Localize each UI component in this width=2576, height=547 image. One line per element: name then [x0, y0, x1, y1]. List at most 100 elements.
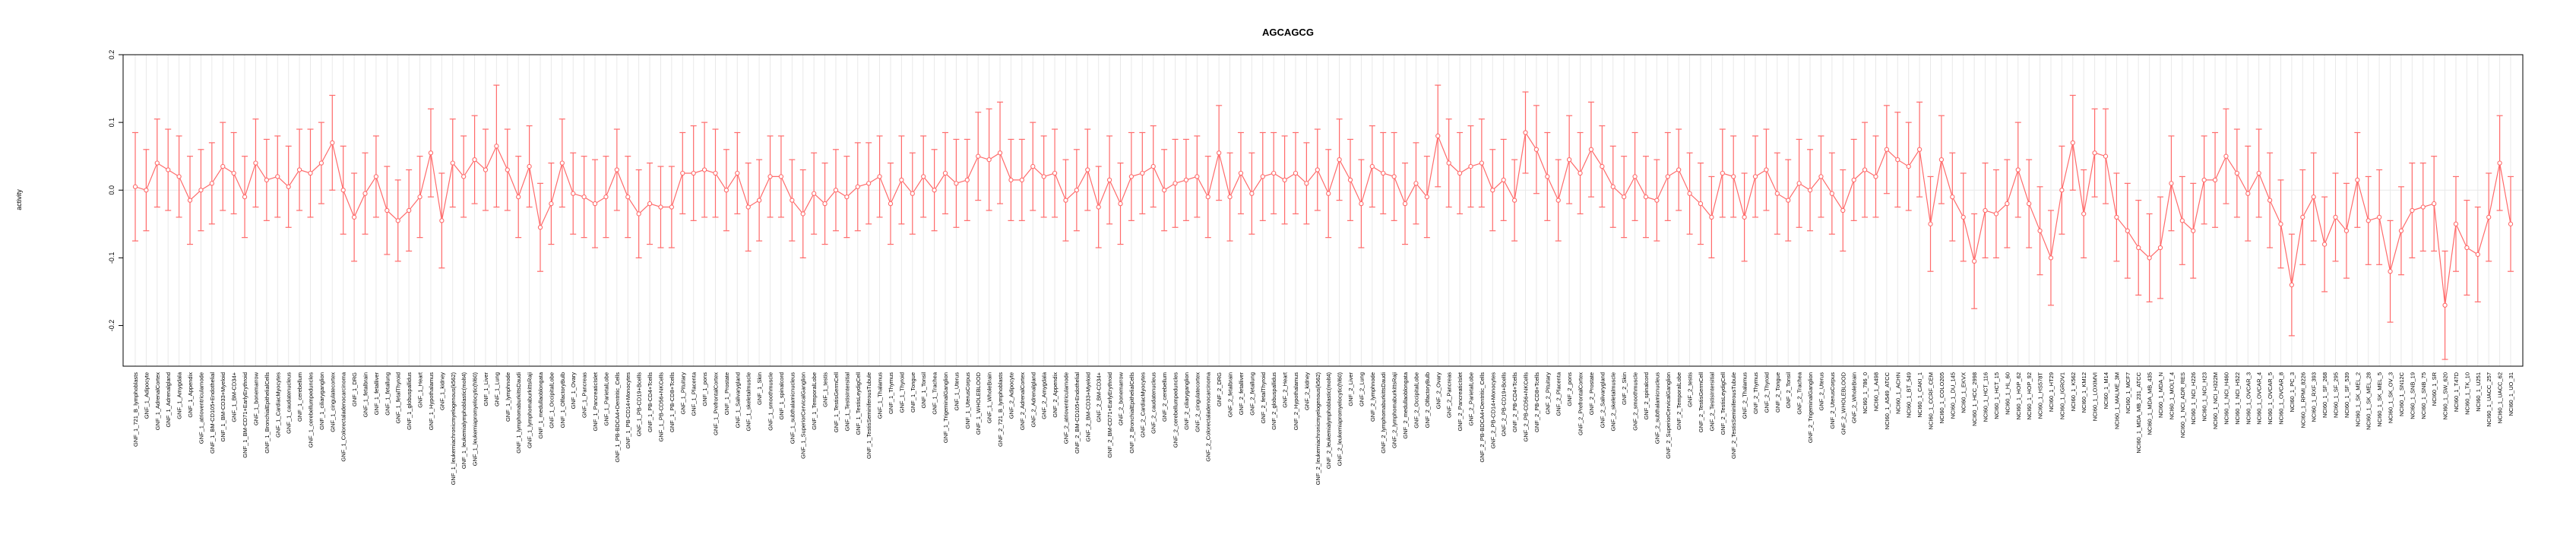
- x-tick-label: GNF_1_Placenta: [691, 372, 698, 416]
- data-point: [1884, 147, 1890, 152]
- x-tick-label: GNF_2_PrefrontalCortex: [1578, 372, 1584, 435]
- x-tick-label: GNF_2_testis: [1687, 372, 1694, 407]
- data-point: [1654, 198, 1660, 203]
- data-point: [1008, 177, 1014, 183]
- x-tick-label: GNF_1_UterusCorpus: [964, 372, 971, 429]
- x-tick-label: NCI60_1_SK_OV_3: [2388, 372, 2394, 423]
- x-tick-label: NCI60_1_OVCAR_4: [2256, 372, 2263, 425]
- data-point: [2432, 201, 2437, 207]
- x-axis-labels: GNF_1_721_B_lymphoblasts GNF_1_Adipocyte G…: [132, 372, 2514, 485]
- x-tick-label: GNF_1_Appendix: [187, 372, 194, 418]
- x-tick-label: GNF_2_fetalliver: [1238, 372, 1245, 416]
- data-point: [483, 167, 489, 172]
- x-tick-label: GNF_1_OlfactoryBulb: [559, 372, 566, 428]
- data-point: [2179, 218, 2185, 223]
- x-tick-label: GNF_2_leukemiachronicmyelogenous(k562): [1315, 372, 1321, 485]
- x-tick-label: NCI60_1_IGROV1: [2059, 372, 2065, 419]
- data-point: [1304, 181, 1309, 186]
- data-point: [833, 188, 839, 193]
- x-tick-label: GNF_2_PB-BDCA4+Dentritic_Cells: [1479, 372, 1486, 463]
- x-tick-label: GNF_1_Heart: [417, 372, 424, 408]
- data-point: [1096, 204, 1101, 210]
- x-tick-label: GNF_2_lymphomaburkittsDaudi: [1380, 372, 1387, 454]
- x-tick-label: NCI60_1_SF_295: [2333, 372, 2340, 418]
- x-tick-label: GNF_2_Pancreas: [1446, 372, 1453, 418]
- data-point: [1468, 163, 1473, 169]
- x-tick-label: GNF_2_DRG: [1216, 372, 1223, 406]
- data-point: [1118, 201, 1123, 207]
- data-point: [636, 211, 641, 217]
- data-point: [2027, 201, 2032, 207]
- plot-frame: [122, 54, 2524, 367]
- x-tick-label: GNF_1_lymphomaburkittsDaudi: [515, 372, 522, 454]
- x-tick-label: GNF_1_ciliaryganglion: [318, 372, 325, 430]
- x-tick-label: NCI60_1_SF_539: [2343, 372, 2350, 418]
- data-point: [745, 204, 751, 210]
- data-point: [1019, 177, 1024, 183]
- x-tick-label: NCI60_1_NCI_H322M: [2212, 372, 2219, 429]
- x-tick-label: GNF_1_Thymus: [888, 372, 894, 414]
- x-tick-label: GNF_2_Hypothalamus: [1293, 372, 1299, 431]
- x-tick-label: NCI60_1_U251: [2475, 372, 2482, 412]
- data-point: [275, 174, 280, 179]
- data-point: [406, 207, 412, 213]
- data-point: [1851, 177, 1856, 183]
- data-point: [505, 167, 510, 172]
- x-tick-label: NCI60_1_LOXIMVI: [2092, 372, 2099, 421]
- x-tick-label: GNF_1_skeletalmuscle: [745, 372, 752, 432]
- data-point: [2289, 282, 2295, 288]
- data-point: [2092, 150, 2097, 156]
- x-tick-label: GNF_1_Lung: [493, 372, 500, 406]
- x-tick-label: NCI60_1_HS578T: [2037, 372, 2044, 419]
- data-point: [2453, 221, 2459, 226]
- data-point: [1249, 191, 1255, 196]
- x-tick-label: NCI60_1_K562: [2070, 372, 2077, 411]
- x-tick-label: GNF_2_pons: [1566, 372, 1573, 406]
- x-tick-label: GNF_1_fetalliver: [373, 372, 380, 416]
- x-tick-label: GNF_1_DRG: [351, 372, 358, 406]
- data-point: [1391, 174, 1397, 179]
- x-tick-label: NCI60_1_SK_MEL_5: [2376, 372, 2383, 427]
- data-point: [1588, 147, 1594, 152]
- x-tick-label: GNF_2_TestisIntersitial: [1708, 372, 1715, 432]
- x-tick-label: GNF_1_TrigeminalGanglion: [942, 372, 949, 443]
- x-tick-label: GNF_1_fetalbrain: [362, 372, 369, 417]
- x-tick-label: GNF_2_TrigeminalGanglion: [1807, 372, 1814, 443]
- data-point: [2420, 204, 2426, 210]
- data-point: [516, 194, 521, 200]
- data-point: [2410, 207, 2415, 213]
- x-tick-label: NCI60_1_HOP_92: [2026, 372, 2033, 420]
- x-tick-label: NCI60_1_MCF7: [2125, 372, 2131, 413]
- data-point: [330, 140, 335, 146]
- data-point: [888, 201, 894, 207]
- data-point: [1216, 150, 1222, 156]
- x-tick-label: GNF_1_BM-CD105+Endothelial: [209, 372, 216, 454]
- data-point: [385, 207, 390, 213]
- data-point: [2169, 181, 2174, 186]
- data-point: [932, 188, 937, 193]
- data-point: [2497, 160, 2502, 166]
- x-tick-label: GNF_1_Liver: [483, 372, 489, 406]
- data-point: [1063, 198, 1068, 203]
- x-tick-label: GNF_2_cingulatecortex: [1194, 372, 1201, 432]
- x-tick-label: GNF_2_UterusCorpus: [1829, 372, 1836, 429]
- data-point: [1501, 177, 1506, 183]
- data-point: [658, 204, 663, 210]
- data-point: [2157, 245, 2163, 251]
- x-tick-label: NCI60_1_SK_MEL_2: [2354, 372, 2361, 427]
- x-tick-label: GNF_1_PB-CD8+Tcells: [669, 372, 676, 432]
- data-point: [1720, 170, 1725, 176]
- x-tick-label: NCI60_1_CCRF_CEM: [1928, 372, 1935, 429]
- data-point: [308, 170, 313, 176]
- data-point: [614, 167, 619, 172]
- x-tick-label: GNF_2_ciliaryganglion: [1183, 372, 1190, 430]
- data-point: [242, 194, 248, 200]
- data-point: [1993, 211, 1999, 217]
- x-tick-label: GNF_1_Uterus: [953, 372, 960, 411]
- data-point: [921, 174, 926, 179]
- data-point: [2256, 170, 2261, 176]
- data-point: [2114, 214, 2119, 220]
- data-point: [625, 194, 631, 200]
- x-tick-label: NCI60_1_SR: [2431, 372, 2438, 406]
- data-point: [209, 181, 214, 186]
